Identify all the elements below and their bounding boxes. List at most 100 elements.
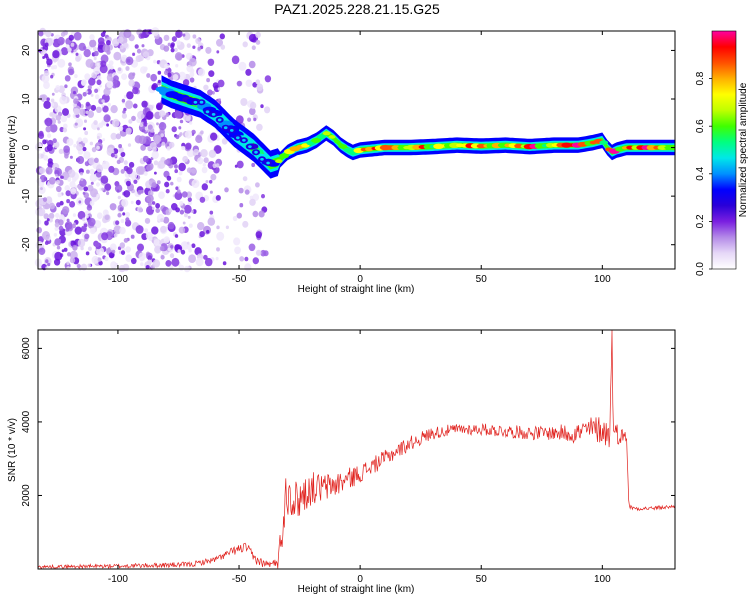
spectrogram-noise-blob (147, 255, 153, 261)
spectrogram-noise-blob (136, 48, 142, 54)
spectrogram-noise-blob (171, 126, 177, 133)
spectrogram-noise-blob (202, 163, 206, 167)
spectrogram-noise-blob (93, 56, 97, 61)
spectrogram-ridge-blob (657, 145, 668, 151)
spectrogram-noise-blob (141, 100, 148, 108)
spectrogram-noise-blob (210, 173, 217, 181)
spectrogram-noise-blob (125, 211, 131, 218)
spectrogram-noise-blob (73, 31, 82, 41)
spectrogram-noise-blob (99, 84, 102, 88)
spectrogram-noise-blob (132, 87, 139, 95)
spectrogram-noise-blob (57, 120, 61, 124)
spectrogram-noise-blob (57, 219, 64, 226)
spectrogram-noise-blob (140, 144, 146, 151)
spectrogram-noise-blob (242, 220, 249, 228)
spectrogram-noise-blob (168, 208, 173, 213)
spectrogram-noise-blob (132, 52, 136, 57)
spectrogram-noise-blob (43, 70, 50, 77)
spectrogram-noise-blob (178, 264, 185, 271)
snr-frame (37, 329, 676, 570)
spectrogram-noise-blob (255, 79, 261, 85)
figure-title: PAZ1.2025.228.21.15.G25 (274, 1, 440, 17)
spectrogram-noise-blob (150, 73, 158, 82)
spectrogram-noise-blob (225, 225, 229, 230)
spectrogram-noise-blob (130, 234, 135, 239)
spectrogram-noise-blob (151, 206, 155, 210)
spectrogram-noise-blob (247, 117, 252, 122)
spectrogram-noise-blob (77, 238, 86, 248)
spectrogram-noise-blob (118, 146, 124, 153)
spectrogram-noise-blob (125, 246, 131, 253)
spectrogram-noise-blob (39, 167, 46, 175)
spectrogram-noise-blob (83, 46, 87, 50)
spectrogram-noise-blob (186, 191, 192, 198)
spectrogram-ridge-blob (497, 142, 508, 148)
spectrogram-noise-blob (186, 167, 192, 173)
spectrogram-noise-blob (82, 217, 86, 222)
spectrogram-noise-blob (69, 155, 73, 159)
spectrogram-noise-blob (48, 212, 55, 219)
spectrogram-noise-blob (128, 79, 135, 87)
spectrogram-noise-blob (264, 106, 271, 114)
spectrogram-noise-blob (90, 104, 97, 111)
spectrogram-ridge-blob (397, 145, 406, 150)
spectrogram-noise-blob (191, 168, 197, 174)
spectrogram-noise-blob (197, 68, 206, 77)
spectrogram-noise-blob (108, 165, 115, 173)
spectrogram-noise-blob (101, 160, 110, 170)
spectrogram-noise-blob (96, 79, 102, 86)
spectrogram-noise-blob (184, 130, 193, 139)
spectrogram-noise-blob (64, 84, 68, 89)
spectrogram-noise-blob (167, 72, 172, 78)
spectrogram-noise-blob (161, 141, 166, 147)
spectrogram-noise-blob (87, 217, 96, 227)
spectrogram-noise-blob (207, 58, 215, 66)
spectrogram-noise-blob (76, 143, 83, 151)
spectrogram-noise-blob (251, 162, 256, 168)
spectrogram-noise-blob (209, 179, 213, 184)
spectrogram-noise-blob (189, 77, 195, 83)
spectrogram-noise-blob (77, 210, 86, 220)
spectrogram-noise-blob (73, 98, 79, 105)
spectrogram-noise-blob (242, 176, 248, 182)
spectrogram-noise-blob (76, 156, 85, 164)
spectrogram-noise-blob (260, 104, 264, 109)
spectrogram-noise-blob (123, 238, 129, 243)
spectrogram-noise-blob (191, 129, 196, 135)
spectrogram-noise-blob (39, 94, 46, 101)
colorbar-ticks: 0.0 0.2 0.4 0.6 0.8 (695, 71, 712, 276)
spectrogram-noise-blob (175, 134, 180, 140)
spectrogram-noise-blob (61, 171, 70, 181)
spectrogram-noise-blob (186, 64, 194, 73)
spectrogram-noise-blob (63, 145, 70, 153)
spectrogram-noise-blob (177, 249, 181, 253)
spectrogram-noise-blob (170, 42, 175, 47)
spectrogram-noise-blob (57, 192, 62, 198)
snr-panel: -100 -50 0 50 100 2000 4000 6000 Height of str… (7, 329, 676, 595)
spectrogram-noise-blob (224, 187, 229, 193)
spectrogram-noise-blob (36, 227, 42, 234)
spectrogram-noise-blob (178, 162, 186, 172)
spectrogram-noise-blob (82, 191, 86, 195)
spectrogram-noise-blob (64, 185, 71, 192)
spectrogram-noise-blob (66, 138, 74, 146)
spectrogram-noise-blob (125, 180, 131, 187)
spectrogram-noise-blob (101, 104, 105, 108)
spectrogram-x-tick-label: -100 (108, 274, 128, 285)
spectrogram-noise-blob (174, 47, 178, 52)
snr-y-tick-label: 4000 (21, 410, 32, 433)
spectrogram-noise-blob (125, 100, 133, 109)
spectrogram-ridge-blob (561, 142, 572, 148)
spectrogram-noise-blob (242, 41, 248, 48)
spectrogram-noise-blob (44, 42, 49, 47)
spectrogram-noise-blob (163, 34, 170, 42)
spectrogram-noise-blob (201, 166, 208, 174)
spectrogram-noise-blob (164, 181, 170, 188)
spectrogram-noise-blob (215, 163, 220, 168)
spectrogram-noise-blob (121, 73, 128, 80)
spectrogram-noise-blob (174, 110, 183, 119)
spectrogram-noise-blob (82, 137, 88, 144)
spectrogram-noise-blob (176, 176, 182, 183)
spectrogram-ridge-peak (211, 113, 216, 116)
